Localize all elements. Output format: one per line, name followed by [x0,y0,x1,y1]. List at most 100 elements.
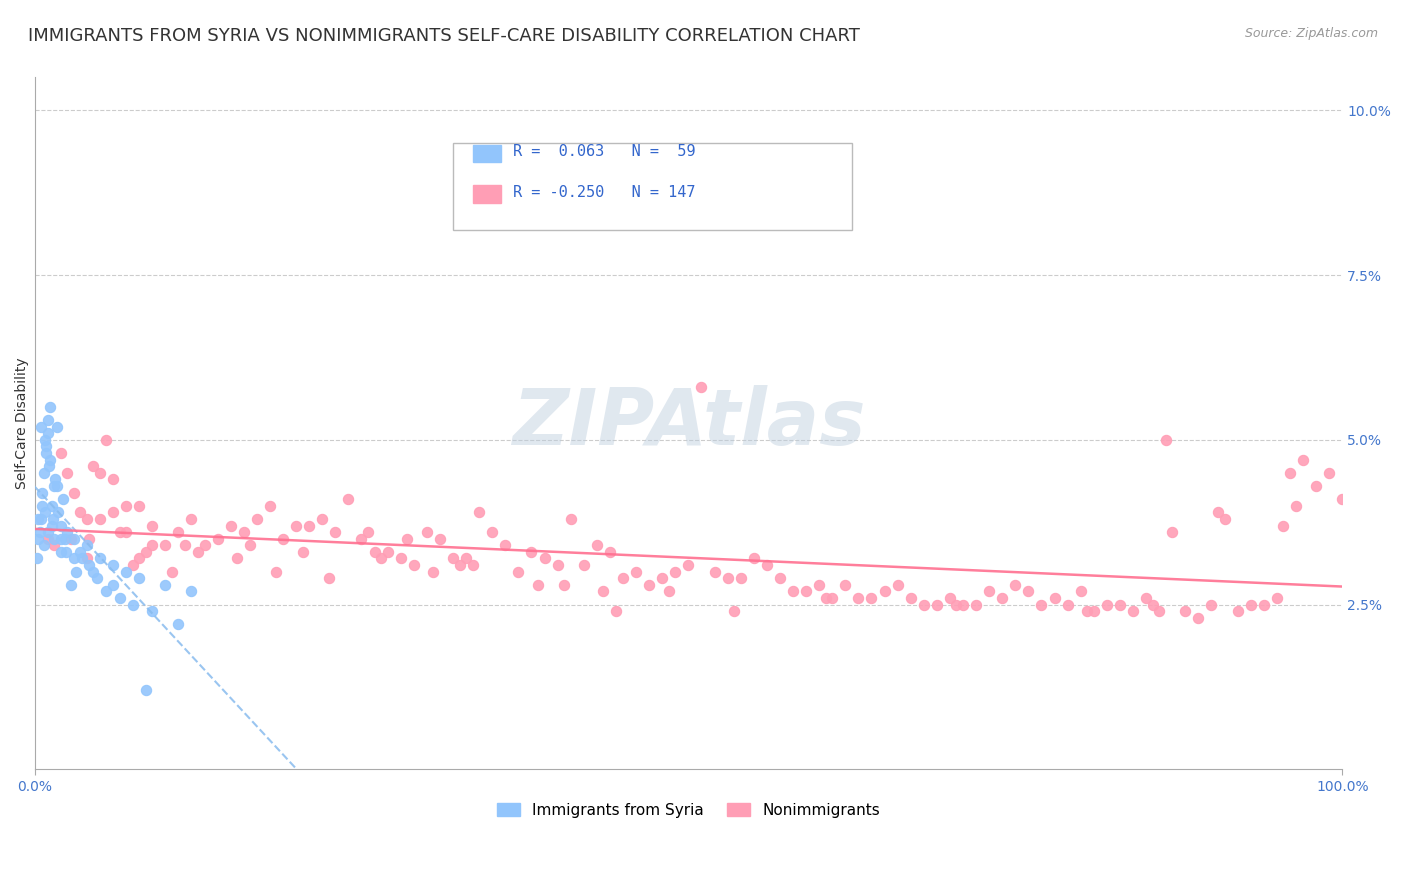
Point [441,551,464,566]
Point [821,591,844,605]
Point [416,525,439,540]
Point [1095,598,1118,612]
Point [39,452,62,467]
Point [572,558,595,572]
Point [160,565,183,579]
Point [155,538,177,552]
Point [101,505,124,519]
FancyBboxPatch shape [472,145,502,161]
Legend: Immigrants from Syria, Nonimmigrants: Immigrants from Syria, Nonimmigrants [491,797,886,824]
Point [45,479,67,493]
Point [337,492,360,507]
Point [41,518,63,533]
Point [49,518,72,533]
Point [38,459,60,474]
Point [1213,512,1236,526]
Point [32,466,55,480]
Point [37,525,59,540]
Point [266,565,288,579]
Point [121,558,143,572]
Point [89,466,111,480]
Point [547,558,569,572]
Point [141,538,163,552]
Point [70,551,93,566]
Point [1305,479,1327,493]
Point [723,604,745,618]
Point [1240,598,1263,612]
Point [298,518,321,533]
Point [27,532,49,546]
Point [207,532,229,546]
Point [1201,598,1223,612]
Point [62,532,84,546]
Point [25,551,48,566]
Point [37,413,59,427]
Point [925,598,948,612]
Point [945,598,967,612]
Point [42,512,65,526]
FancyBboxPatch shape [472,186,502,202]
Point [1004,578,1026,592]
Point [1272,518,1295,533]
Point [1285,499,1308,513]
Point [219,518,242,533]
Point [96,584,118,599]
Point [271,532,294,546]
Text: R = -0.250   N = 147: R = -0.250 N = 147 [513,185,696,200]
Point [1265,591,1288,605]
Point [979,584,1001,599]
Point [135,683,157,698]
Point [1206,505,1229,519]
Point [1070,584,1092,599]
Point [101,558,124,572]
Point [1187,611,1209,625]
Point [1253,598,1275,612]
Point [259,499,281,513]
Point [193,538,215,552]
Point [508,565,530,579]
Point [69,505,91,519]
Point [232,525,254,540]
Point [37,426,59,441]
Point [128,499,150,513]
Point [167,525,190,540]
Point [1292,452,1315,467]
Point [31,485,53,500]
Point [350,532,373,546]
Point [461,558,484,572]
Point [115,499,138,513]
Point [34,433,56,447]
FancyBboxPatch shape [453,144,852,229]
Point [703,565,725,579]
Point [41,499,63,513]
Point [65,565,87,579]
Text: Source: ZipAtlas.com: Source: ZipAtlas.com [1244,27,1378,40]
Y-axis label: Self-Care Disability: Self-Care Disability [15,358,30,489]
Point [79,558,101,572]
Point [560,512,582,526]
Point [860,591,883,605]
Point [101,578,124,592]
Point [965,598,987,612]
Point [34,505,56,519]
Point [31,499,53,513]
Point [60,578,83,592]
Point [730,571,752,585]
Point [834,578,856,592]
Point [174,538,197,552]
Point [76,538,98,552]
Point [323,525,346,540]
Point [115,525,138,540]
Point [44,532,66,546]
Point [285,518,308,533]
Point [1083,604,1105,618]
Text: R =  0.063   N =  59: R = 0.063 N = 59 [513,144,696,159]
Point [991,591,1014,605]
Point [599,545,621,559]
Point [101,472,124,486]
Point [246,512,269,526]
Point [32,538,55,552]
Point [769,571,792,585]
Point [76,551,98,566]
Point [422,565,444,579]
